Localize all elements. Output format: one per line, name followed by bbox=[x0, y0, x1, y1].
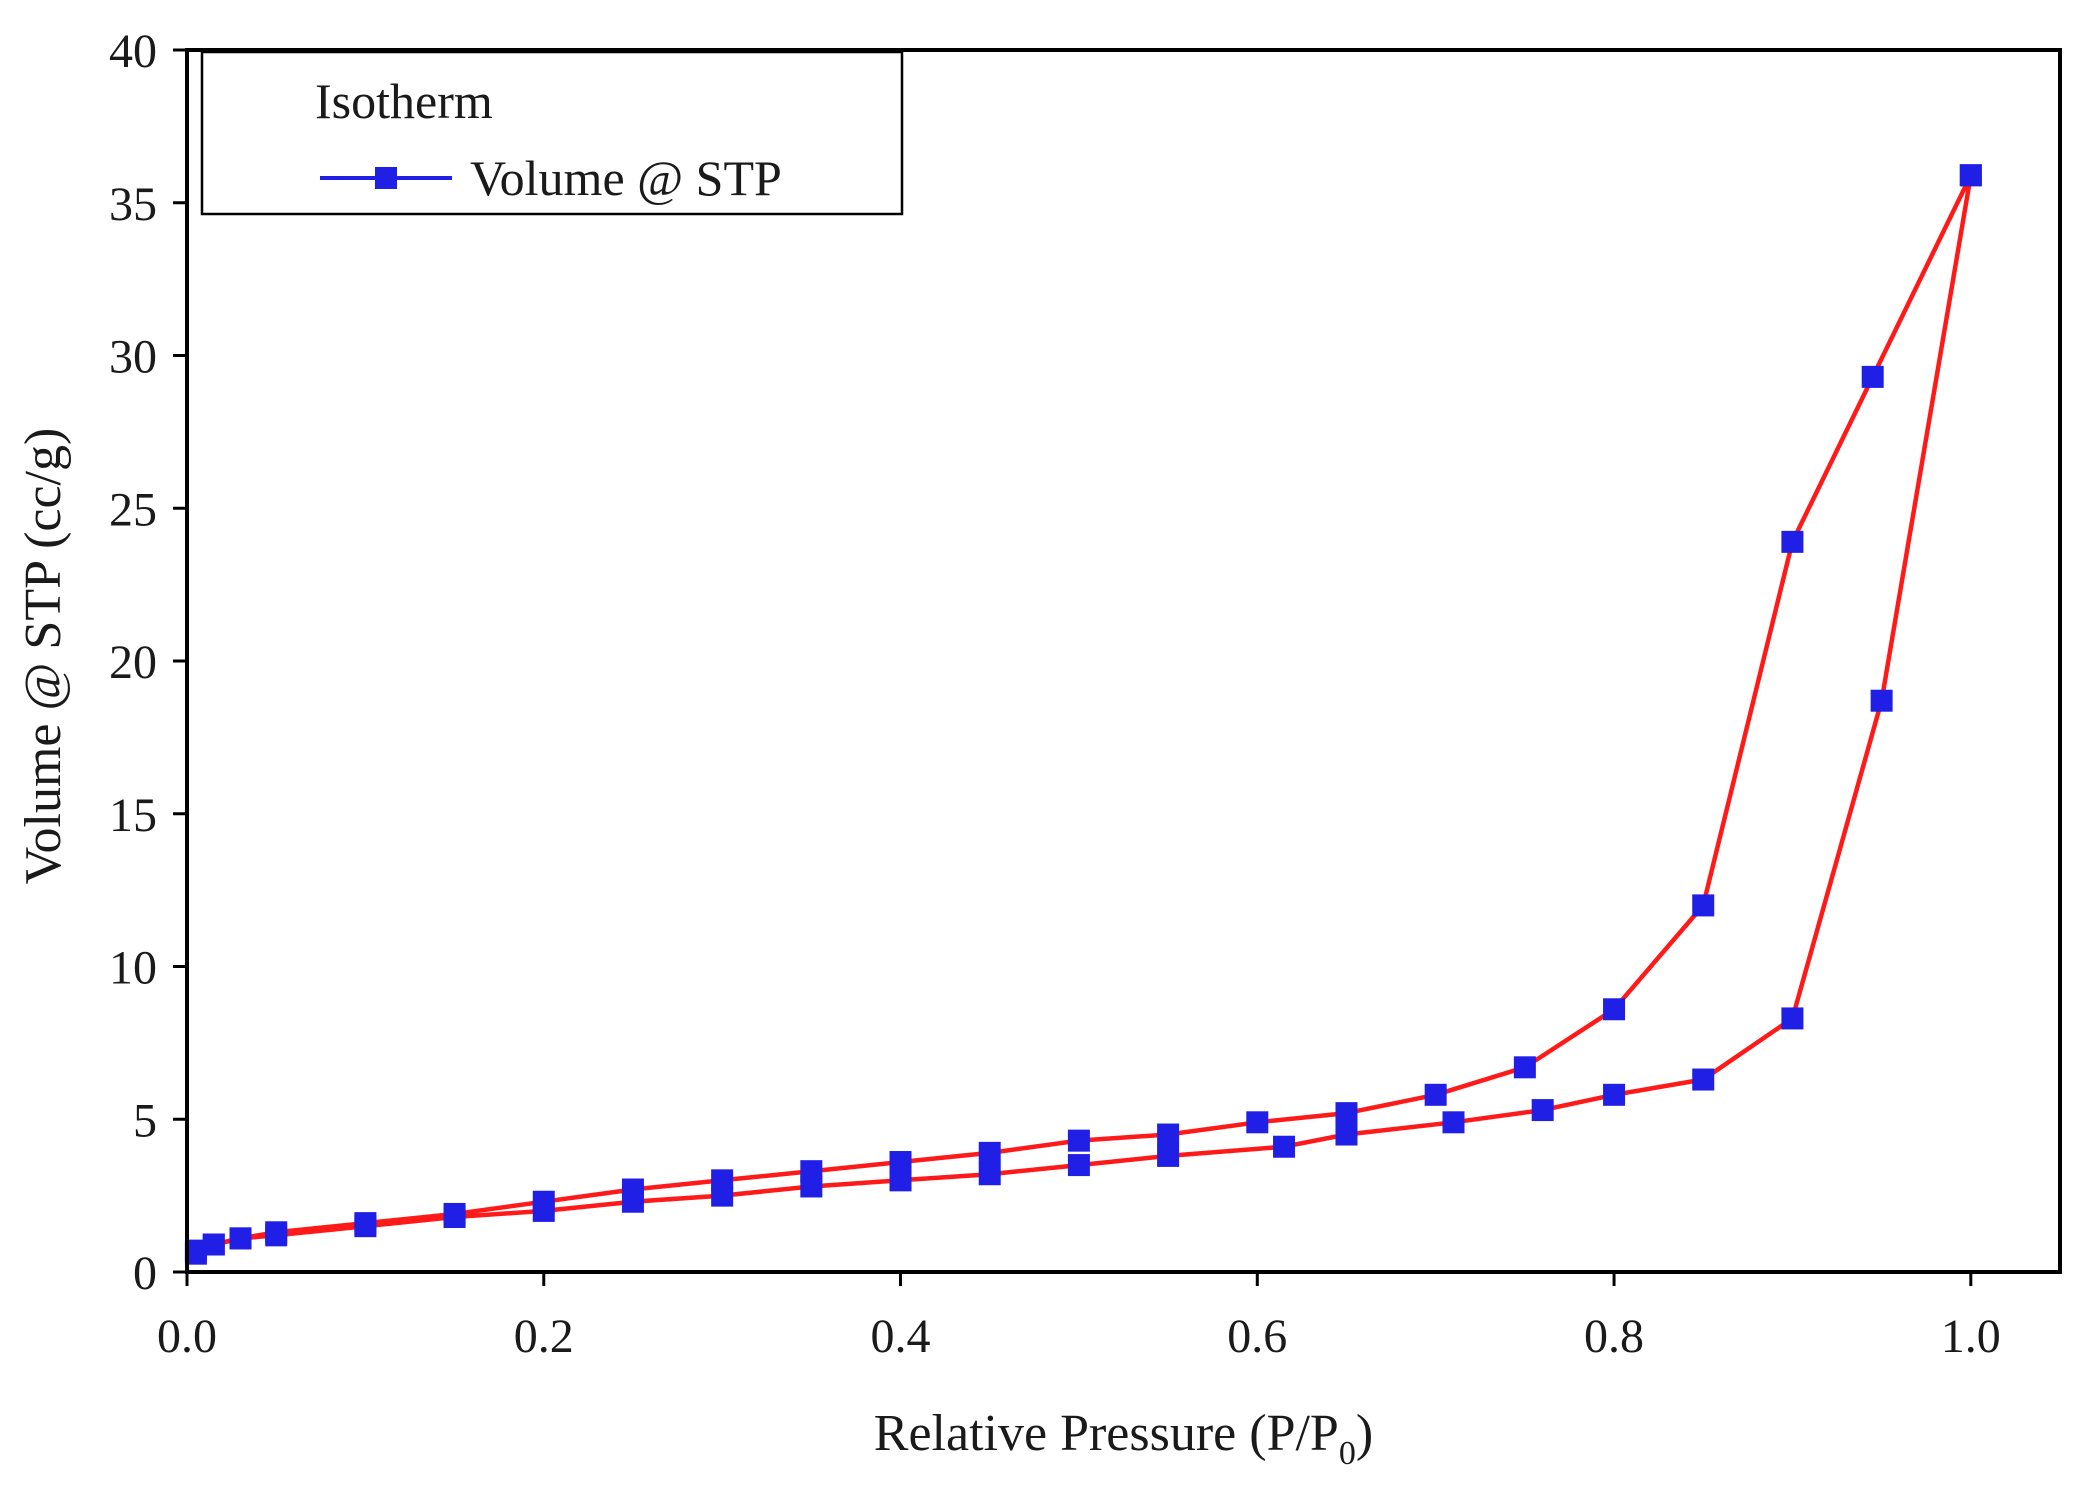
data-point-desorption bbox=[1246, 1111, 1269, 1134]
y-tick-label: 5 bbox=[133, 1094, 157, 1147]
data-point-desorption bbox=[889, 1151, 912, 1174]
data-point-desorption bbox=[978, 1141, 1001, 1164]
data-point-adsorption bbox=[1531, 1099, 1554, 1122]
x-tick-label: 1.0 bbox=[1941, 1310, 2001, 1363]
data-point-desorption bbox=[1335, 1102, 1358, 1125]
data-point-desorption bbox=[184, 1239, 207, 1262]
data-point-adsorption bbox=[1692, 1068, 1715, 1091]
data-point-desorption bbox=[1861, 365, 1884, 388]
x-tick-label: 0.6 bbox=[1227, 1310, 1287, 1363]
data-point-adsorption bbox=[1335, 1123, 1358, 1146]
data-point-adsorption bbox=[1067, 1154, 1090, 1177]
data-point-desorption bbox=[229, 1227, 252, 1250]
data-point-desorption bbox=[354, 1212, 377, 1235]
data-point-adsorption bbox=[978, 1163, 1001, 1186]
x-tick-label: 0.4 bbox=[871, 1310, 931, 1363]
y-tick-label: 20 bbox=[109, 636, 157, 689]
x-tick-label: 0.2 bbox=[514, 1310, 574, 1363]
data-point-desorption bbox=[711, 1169, 734, 1192]
data-point-desorption bbox=[1959, 164, 1982, 187]
x-tick-label: 0.8 bbox=[1584, 1310, 1644, 1363]
data-point-desorption bbox=[1513, 1056, 1536, 1079]
data-point-adsorption bbox=[1273, 1135, 1296, 1158]
data-point-adsorption bbox=[1603, 1083, 1626, 1106]
legend-box bbox=[200, 50, 904, 216]
data-point-adsorption bbox=[1870, 689, 1893, 712]
legend-marker-swatch bbox=[375, 167, 397, 189]
y-axis-label: Volume @ STP (cc/g) bbox=[15, 428, 72, 885]
y-tick-label: 10 bbox=[109, 942, 157, 995]
y-tick-label: 0 bbox=[133, 1247, 157, 1300]
legend-entry-label: Volume @ STP bbox=[470, 150, 782, 206]
data-point-adsorption bbox=[1442, 1111, 1465, 1134]
data-point-desorption bbox=[621, 1178, 644, 1201]
data-point-desorption bbox=[1603, 998, 1626, 1021]
data-point-adsorption bbox=[1781, 1007, 1804, 1030]
legend: Isotherm Volume @ STP bbox=[200, 50, 904, 216]
series-markers bbox=[184, 164, 1982, 1265]
data-point-adsorption bbox=[889, 1169, 912, 1192]
x-tick-label: 0.0 bbox=[157, 1310, 217, 1363]
x-axis-label: Relative Pressure (P/P0) bbox=[874, 1405, 1373, 1472]
data-point-desorption bbox=[265, 1221, 288, 1244]
y-tick-label: 25 bbox=[109, 483, 157, 536]
data-point-desorption bbox=[443, 1202, 466, 1225]
data-point-desorption bbox=[1692, 894, 1715, 917]
data-point-desorption bbox=[1067, 1129, 1090, 1152]
x-axis-label-suffix: ) bbox=[1356, 1405, 1373, 1462]
legend-title: Isotherm bbox=[315, 73, 493, 129]
y-tick-label: 40 bbox=[109, 25, 157, 78]
x-axis-label-subscript: 0 bbox=[1339, 1435, 1356, 1472]
x-axis-label-main: Relative Pressure (P/P bbox=[874, 1405, 1339, 1462]
data-point-desorption bbox=[1781, 530, 1804, 553]
data-point-desorption bbox=[800, 1160, 823, 1183]
data-point-desorption bbox=[1424, 1083, 1447, 1106]
x-axis-ticks: 0.0 0.2 0.4 0.6 0.8 1.0 bbox=[157, 1272, 2001, 1363]
data-point-desorption bbox=[1157, 1123, 1180, 1146]
y-axis-ticks: 0 5 10 15 20 25 30 35 40 bbox=[109, 25, 187, 1300]
y-tick-label: 35 bbox=[109, 178, 157, 231]
y-tick-label: 30 bbox=[109, 331, 157, 384]
y-tick-label: 15 bbox=[109, 789, 157, 842]
data-point-desorption bbox=[532, 1190, 555, 1213]
data-point-desorption bbox=[202, 1233, 225, 1256]
data-point-adsorption bbox=[1157, 1144, 1180, 1167]
